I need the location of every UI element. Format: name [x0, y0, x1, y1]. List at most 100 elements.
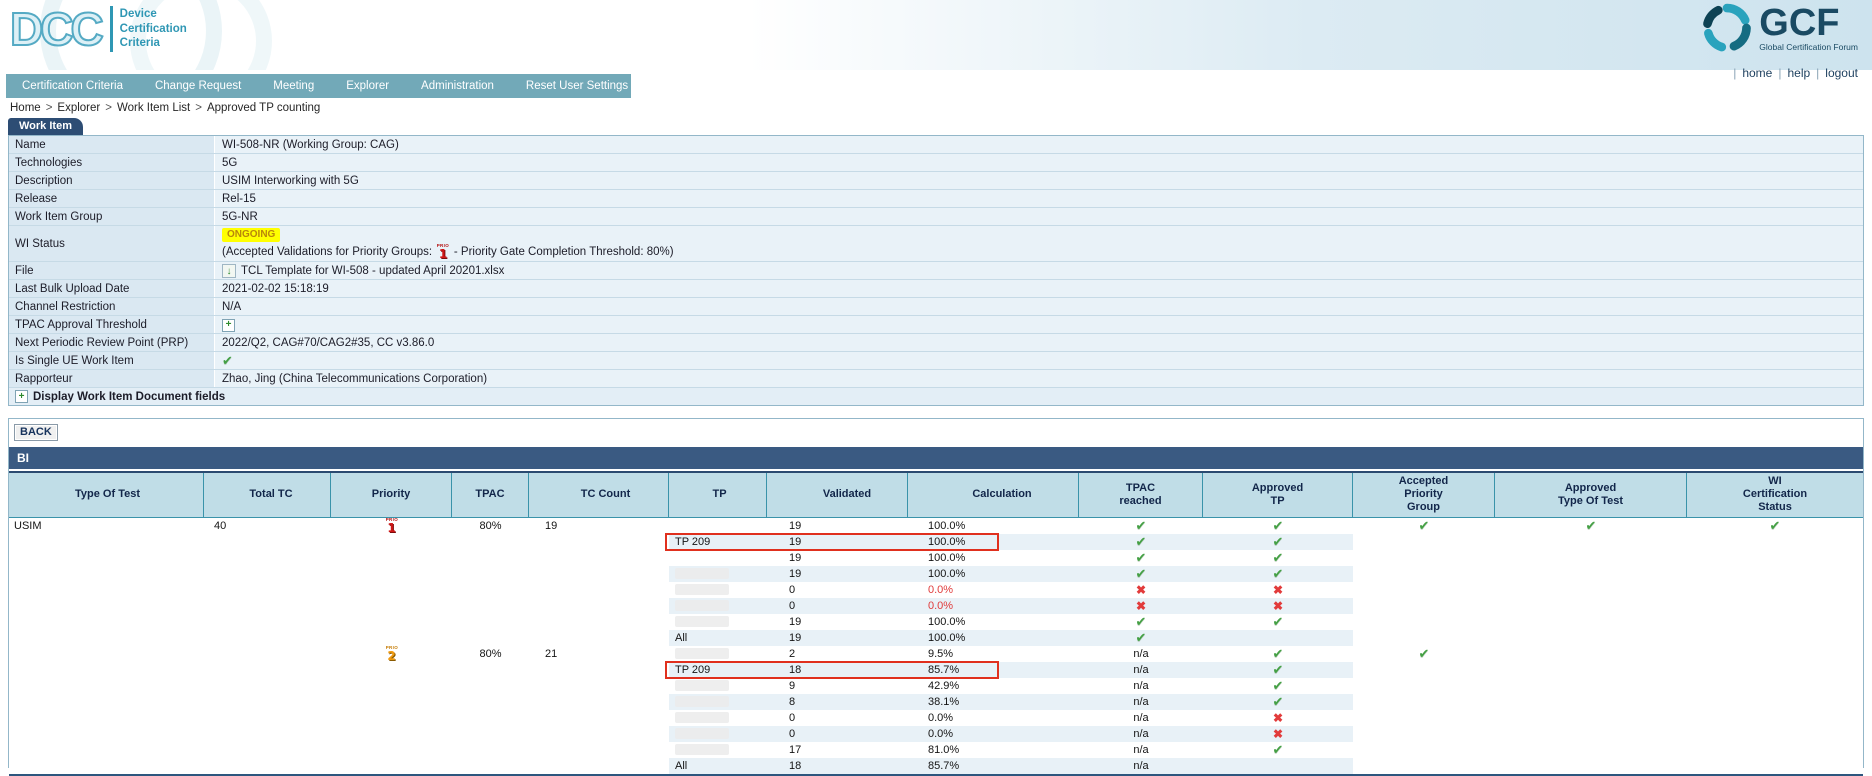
breadcrumb-separator: >	[45, 102, 53, 114]
column-header-type-of-test: Type Of Test	[9, 473, 204, 517]
work-item-row: Last Bulk Upload Date 2021-02-02 15:18:19	[9, 280, 1863, 298]
dcc-logo: DCC Device Certification Criteria	[9, 5, 187, 53]
download-icon[interactable]: ↓	[222, 264, 236, 278]
field-label: Release	[9, 190, 215, 207]
cell-wi-certification-status	[1687, 566, 1863, 582]
nav-item-administration[interactable]: Administration	[421, 80, 494, 92]
nav-item-change-request[interactable]: Change Request	[154, 80, 242, 92]
check-icon: ✔	[1135, 517, 1147, 533]
cell-approved-tp: ✔	[1203, 693, 1353, 710]
field-label: Work Item Group	[9, 208, 215, 225]
cell-total-tc	[204, 630, 331, 646]
cell-wi-certification-status	[1687, 630, 1863, 646]
cell-tc-count	[529, 598, 669, 614]
work-item-footer-row[interactable]: + Display Work Item Document fields	[9, 388, 1863, 405]
check-icon: ✔	[1272, 693, 1284, 709]
cell-validated: 18	[767, 661, 908, 678]
cell-type-of-test	[9, 534, 204, 550]
field-value-text: Rel-15	[222, 193, 256, 205]
table-row: 0 0.0% ✖ ✖	[9, 597, 1863, 614]
cell-type-of-test	[9, 662, 204, 678]
cell-approved-type-of-test	[1495, 630, 1687, 646]
work-item-row: Description USIM Interworking with 5G	[9, 172, 1863, 190]
nav-item-reset-user-settings[interactable]: Reset User Settings	[525, 80, 629, 92]
cell-validated: 19	[767, 629, 908, 646]
breadcrumb-item-0[interactable]: Home	[10, 102, 41, 114]
cell-priority	[331, 614, 452, 630]
file-link[interactable]: ↓ TCL Template for WI-508 - updated April…	[222, 264, 1856, 278]
cell-validated: 2	[789, 647, 796, 660]
cell-priority	[331, 566, 452, 582]
field-value: 5G	[215, 154, 1863, 171]
cell-approved-type-of-test	[1495, 566, 1687, 582]
field-label: Last Bulk Upload Date	[9, 280, 215, 297]
cell-tpac-reached: n/a	[1079, 693, 1203, 710]
breadcrumb-item-2[interactable]: Work Item List	[116, 102, 191, 114]
link-logout[interactable]: logout	[1825, 66, 1858, 80]
cell-approved-type-of-test	[1495, 678, 1687, 694]
work-item-row: Is Single UE Work Item ✔	[9, 352, 1863, 370]
cell-priority	[331, 662, 452, 678]
expand-plus-icon[interactable]: +	[15, 390, 28, 403]
field-value-text: 2022/Q2, CAG#70/CAG2#35, CC v3.86.0	[222, 337, 435, 349]
cell-total-tc	[204, 534, 331, 550]
cell-tpac	[452, 694, 529, 710]
link-separator: |	[1778, 66, 1782, 80]
cell-calculation: 100.0%	[928, 519, 966, 532]
table-row: 0 0.0% n/a ✖	[9, 725, 1863, 742]
redacted-tp-name	[675, 568, 729, 580]
cell-wi-certification-status	[1687, 646, 1863, 662]
cell-wi-certification-status	[1687, 582, 1863, 598]
nav-item-certification-criteria[interactable]: Certification Criteria	[22, 80, 123, 92]
work-item-row: Next Periodic Review Point (PRP) 2022/Q2,…	[9, 334, 1863, 352]
page-header: DCC Device Certification Criteria GCF Gl…	[0, 0, 1872, 70]
breadcrumb-item-1[interactable]: Explorer	[57, 102, 101, 114]
cell-tpac	[452, 582, 529, 598]
bi-section-header: BI	[9, 447, 1863, 469]
redacted-tp-name	[675, 648, 729, 660]
cell-accepted-priority-group	[1353, 550, 1495, 566]
cell-total-tc	[204, 582, 331, 598]
cell-calculation: 38.1%	[908, 693, 1079, 710]
cell-calculation: 85.7%	[908, 757, 1079, 774]
link-help[interactable]: help	[1787, 66, 1811, 80]
link-home[interactable]: home	[1742, 66, 1773, 80]
check-icon: ✔	[1272, 613, 1284, 629]
cell-tpac	[452, 710, 529, 726]
bi-table-body: USIM 40 PRIO 1 80% 19 19 100.0% ✔ ✔ ✔ ✔ ✔ TP 209 19 100…	[9, 517, 1863, 776]
file-name[interactable]: TCL Template for WI-508 - updated April …	[241, 265, 505, 277]
field-value-text: N/A	[222, 301, 242, 313]
work-item-row: Rapporteur Zhao, Jing (China Telecommunic…	[9, 370, 1863, 388]
work-item-tab[interactable]: Work Item	[8, 118, 83, 135]
breadcrumb-item-3: Approved TP counting	[206, 102, 321, 114]
cell-approved-tp: ✖	[1203, 597, 1353, 614]
nav-item-meeting[interactable]: Meeting	[273, 80, 315, 92]
expand-plus-icon[interactable]: +	[222, 318, 235, 332]
cell-approved-type-of-test	[1495, 614, 1687, 630]
cell-tpac-reached: ✖	[1079, 597, 1203, 614]
cell-approved-type-of-test	[1495, 598, 1687, 614]
expand-document-fields[interactable]: + Display Work Item Document fields	[9, 388, 1863, 405]
back-button[interactable]: BACK	[14, 424, 58, 441]
redacted-tp-name	[675, 712, 729, 724]
cell-tpac-reached: ✔	[1079, 629, 1203, 646]
cell-tc-count	[529, 550, 669, 566]
nav-item-explorer[interactable]: Explorer	[346, 80, 390, 92]
cell-tpac-reached: n/a	[1079, 678, 1203, 694]
cell-calculation: 81.0%	[928, 743, 960, 756]
cell-tpac	[452, 662, 529, 678]
table-row: 0 0.0% ✖ ✖	[9, 582, 1863, 598]
cross-icon: ✖	[1135, 582, 1147, 597]
cell-tc-count	[529, 582, 669, 598]
cell-tp	[669, 518, 767, 534]
cell-tc-count	[529, 694, 669, 710]
field-value: Zhao, Jing (China Telecommunications Cor…	[215, 370, 1863, 387]
column-header-calculation: Calculation	[908, 473, 1079, 517]
cell-accepted-priority-group	[1353, 534, 1495, 550]
column-header-tc-count: TC Count	[529, 473, 669, 517]
cell-tp	[669, 597, 767, 614]
field-value: 2021-02-02 15:18:19	[215, 280, 1863, 297]
check-icon: ✔	[1272, 677, 1284, 693]
cell-wi-certification-status	[1687, 758, 1863, 774]
field-value-text: USIM Interworking with 5G	[222, 175, 359, 187]
